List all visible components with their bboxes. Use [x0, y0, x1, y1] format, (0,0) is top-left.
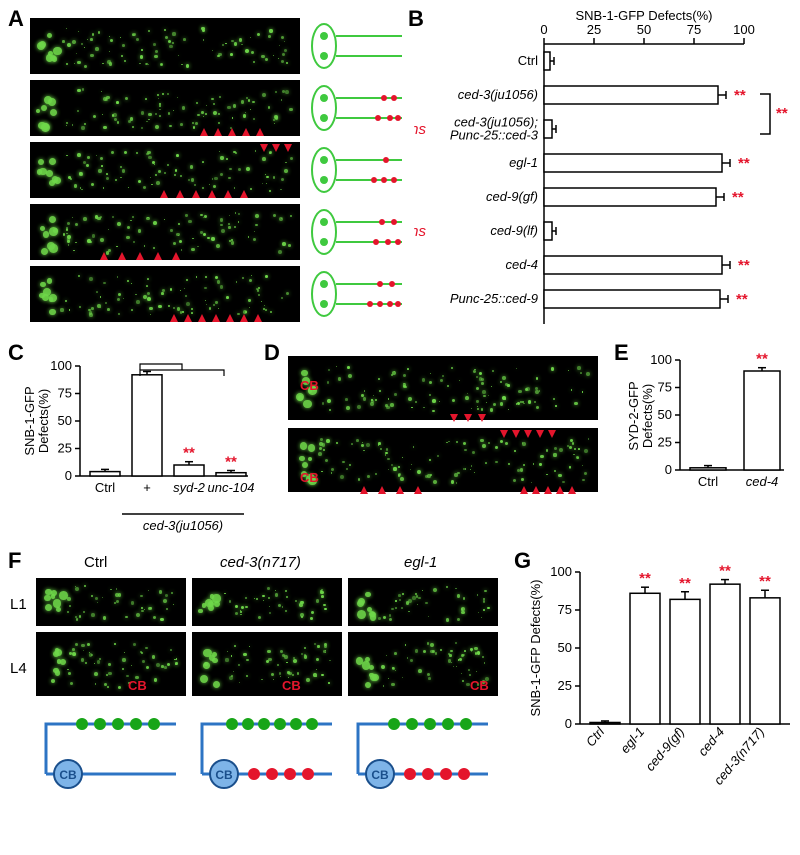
svg-text:SNB-1-GFPDefects(%): SNB-1-GFPDefects(%) — [22, 386, 51, 455]
svg-text:25: 25 — [558, 678, 572, 693]
svg-text:75: 75 — [658, 380, 672, 395]
svg-text:SNB-1-GFP Defects(%): SNB-1-GFP Defects(%) — [528, 579, 543, 716]
micrograph-f-l4-ctrl — [36, 632, 186, 696]
sig-bracket: ** — [776, 105, 788, 122]
svg-text:unc-104: unc-104 — [208, 480, 255, 495]
svg-text:Ctrl: Ctrl — [518, 53, 538, 68]
cb-f2: CB — [282, 678, 301, 693]
svg-text:**: ** — [639, 570, 651, 587]
svg-text:ns: ns — [414, 223, 426, 240]
micrograph-f-l1-ctrl — [36, 578, 186, 626]
svg-text:**: ** — [756, 351, 768, 368]
svg-text:75: 75 — [687, 22, 701, 37]
svg-text:ced-3(ju1056): ced-3(ju1056) — [458, 87, 538, 102]
svg-text:0: 0 — [565, 716, 572, 731]
svg-text:**: ** — [738, 257, 750, 274]
svg-text:ced-9(gf): ced-9(gf) — [486, 189, 538, 204]
svg-text:100: 100 — [733, 22, 755, 37]
svg-text:**: ** — [679, 575, 691, 592]
svg-text:0: 0 — [665, 462, 672, 477]
svg-text:0: 0 — [540, 22, 547, 37]
svg-text:75: 75 — [58, 386, 72, 401]
svg-text:**: ** — [738, 155, 750, 172]
stage-l4: L4 — [10, 660, 27, 677]
svg-text:CB: CB — [59, 768, 77, 782]
svg-text:CB: CB — [371, 768, 389, 782]
stage-l1: L1 — [10, 596, 27, 613]
micrograph-a1 — [30, 18, 300, 74]
svg-text:SNB-1-GFP Defects(%): SNB-1-GFP Defects(%) — [575, 8, 712, 23]
svg-text:+: + — [143, 480, 151, 495]
svg-text:50: 50 — [658, 407, 672, 422]
panel-a-label: A — [8, 6, 24, 32]
svg-text:**: ** — [736, 291, 748, 308]
panel-c-chart: 0 25 50 75 100 SNB-1-GFPDefects(%) Ctrl + ** sy… — [18, 346, 258, 546]
svg-text:75: 75 — [558, 602, 572, 617]
figure-root: A — [0, 0, 800, 855]
svg-text:**: ** — [719, 563, 731, 580]
micrograph-d1 — [288, 356, 598, 420]
micrograph-a4 — [30, 204, 300, 260]
svg-text:Ctrl: Ctrl — [95, 480, 115, 495]
panel-d-label: D — [264, 340, 280, 366]
cb-label-d2: CB — [300, 470, 319, 485]
svg-text:100: 100 — [550, 564, 572, 579]
svg-text:ced-4: ced-4 — [746, 474, 779, 489]
svg-text:0: 0 — [65, 468, 72, 483]
panel-f-label: F — [8, 548, 21, 574]
col-ced3: ced-3(n717) — [220, 554, 301, 571]
panel-a-diagrams — [306, 14, 402, 328]
svg-text:egl-1: egl-1 — [617, 724, 647, 756]
svg-text:**: ** — [225, 454, 237, 471]
cb-label-d1: CB — [300, 378, 319, 393]
panel-e-chart: 0 25 50 75 100 SYD-2-GFPDefects(%) Ctrl ** ced… — [624, 346, 796, 536]
col-ctrl: Ctrl — [84, 554, 107, 571]
cb-f3: CB — [470, 678, 489, 693]
svg-text:100: 100 — [650, 352, 672, 367]
micrograph-f-l1-ced3 — [192, 578, 342, 626]
svg-text:ns: ns — [414, 121, 426, 138]
svg-text:**: ** — [183, 445, 195, 462]
svg-text:Punc-25::ced-3: Punc-25::ced-3 — [450, 128, 539, 143]
svg-text:**: ** — [759, 573, 771, 590]
svg-text:25: 25 — [587, 22, 601, 37]
micrograph-f-l4-ced3 — [192, 632, 342, 696]
svg-text:ced-9(lf): ced-9(lf) — [490, 223, 538, 238]
svg-text:CB: CB — [215, 768, 233, 782]
svg-text:50: 50 — [58, 413, 72, 428]
svg-text:ced-3(ju1056): ced-3(ju1056) — [143, 518, 223, 533]
svg-text:ced-4: ced-4 — [695, 724, 727, 759]
svg-text:25: 25 — [658, 435, 672, 450]
svg-text:25: 25 — [58, 441, 72, 456]
svg-text:Ctrl: Ctrl — [583, 723, 608, 749]
cb-f1: CB — [128, 678, 147, 693]
svg-text:50: 50 — [637, 22, 651, 37]
panel-g-chart: 0 25 50 75 100 SNB-1-GFP Defects(%) Ctrl ** eg… — [524, 556, 798, 846]
col-egl1: egl-1 — [404, 554, 437, 571]
svg-text:**: ** — [732, 189, 744, 206]
svg-text:SYD-2-GFPDefects(%): SYD-2-GFPDefects(%) — [626, 381, 655, 450]
svg-text:100: 100 — [50, 358, 72, 373]
micrograph-f-l1-egl1 — [348, 578, 498, 626]
panel-f-schematics: CB CB CB — [36, 704, 498, 814]
svg-text:syd-2: syd-2 — [173, 480, 206, 495]
svg-text:Ctrl: Ctrl — [698, 474, 718, 489]
panel-b-chart: 0 25 50 75 100 SNB-1-GFP Defects(%) Ctrl ced-… — [414, 6, 800, 330]
svg-text:ced-4: ced-4 — [505, 257, 538, 272]
svg-text:egl-1: egl-1 — [509, 155, 538, 170]
svg-text:50: 50 — [558, 640, 572, 655]
svg-text:ced-9(gf): ced-9(gf) — [642, 724, 687, 774]
svg-text:Punc-25::ced-9: Punc-25::ced-9 — [450, 291, 538, 306]
svg-text:**: ** — [734, 87, 746, 104]
